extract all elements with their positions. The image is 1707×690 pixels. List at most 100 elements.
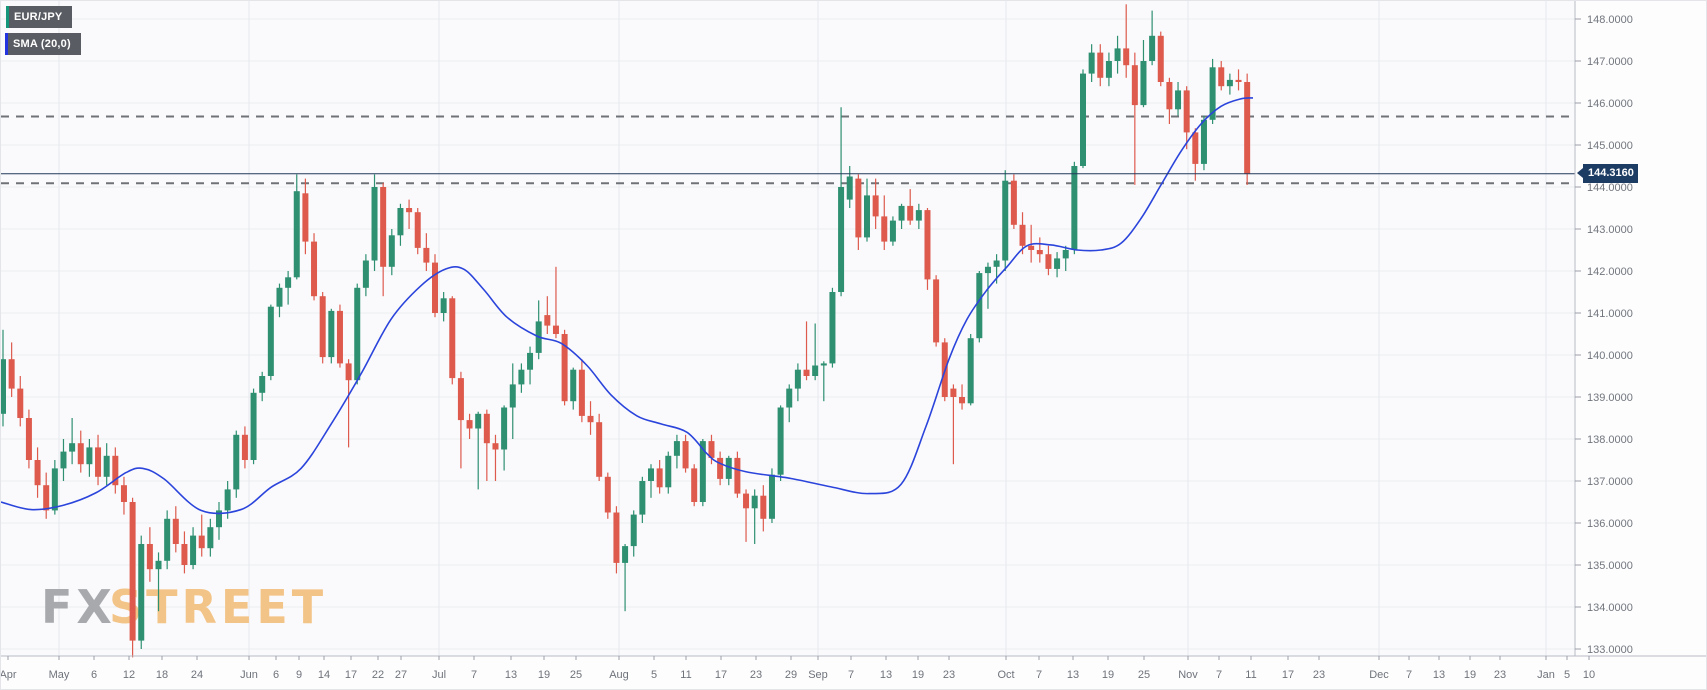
candle	[950, 384, 957, 465]
price-axis-label: 144.0000	[1587, 182, 1633, 194]
time-axis-label: 13	[1067, 669, 1079, 681]
time-axis-label: 5	[1564, 669, 1570, 681]
sma-legend-chip[interactable]: SMA (20,0)	[5, 33, 81, 55]
symbol-legend-label: EUR/JPY	[14, 11, 63, 23]
time-axis-label: 19	[1464, 669, 1476, 681]
time-axis-label: 13	[1433, 669, 1445, 681]
candle	[1088, 44, 1095, 82]
candle	[112, 447, 119, 494]
candle	[527, 346, 534, 385]
candle	[51, 460, 58, 515]
candle	[907, 189, 914, 225]
time-axis-label: Aug	[609, 669, 629, 681]
time-axis[interactable]: Apr May 6 12 18 24 Jun 6 9 14 17 22 27 Jul 7 13 19 25 Aug 5…	[1, 656, 1595, 681]
time-axis-label: 18	[156, 669, 168, 681]
time-axis-label: 9	[296, 669, 302, 681]
time-axis-label: Apr	[1, 669, 17, 681]
candle	[794, 363, 801, 402]
candle	[570, 367, 577, 410]
candle	[1183, 86, 1190, 150]
time-axis-label: Jun	[240, 669, 258, 681]
time-axis-label: 23	[1313, 669, 1325, 681]
candle	[1166, 77, 1173, 124]
candle	[613, 506, 620, 574]
price-axis-label: 139.0000	[1587, 392, 1633, 404]
candle	[336, 304, 343, 368]
candle	[146, 527, 153, 582]
candle	[1045, 245, 1052, 276]
candle	[1071, 161, 1078, 255]
time-axis-label: Oct	[997, 669, 1014, 681]
candle	[639, 476, 646, 523]
time-axis-label: 24	[191, 669, 203, 681]
candle	[181, 531, 188, 574]
candle	[820, 361, 827, 402]
time-axis-label: 22	[372, 669, 384, 681]
candle	[1192, 128, 1199, 181]
candle	[630, 510, 637, 557]
price-axis-label: 140.0000	[1587, 350, 1633, 362]
candle	[561, 329, 568, 406]
candle	[164, 510, 171, 570]
candle	[501, 405, 508, 471]
symbol-legend-color-bar	[6, 6, 9, 28]
time-axis-label: 7	[1406, 669, 1412, 681]
candle	[34, 447, 41, 498]
candle	[319, 292, 326, 364]
candle	[17, 376, 24, 427]
candle	[1140, 40, 1147, 108]
time-axis-label: 6	[91, 669, 97, 681]
candle	[1218, 61, 1225, 91]
candle	[1002, 170, 1009, 271]
current-price-badge: 144.3160	[1577, 163, 1638, 183]
price-axis-label: 137.0000	[1587, 476, 1633, 488]
price-axis[interactable]: 148.0000 147.0000 146.0000 145.0000 144.0000…	[1575, 14, 1633, 656]
candle	[959, 384, 966, 410]
candle	[371, 174, 378, 271]
candle	[1080, 69, 1086, 169]
time-axis-label: 19	[538, 669, 550, 681]
candle	[1175, 82, 1182, 116]
candle	[250, 388, 257, 465]
time-axis-label: 17	[1282, 669, 1294, 681]
watermark-street: STREET	[109, 580, 327, 634]
candle	[855, 174, 862, 250]
candle	[872, 178, 879, 229]
price-axis-label: 138.0000	[1587, 434, 1633, 446]
candle	[829, 287, 836, 368]
candle	[172, 506, 179, 553]
candle	[846, 166, 853, 208]
symbol-legend-chip[interactable]: EUR/JPY	[6, 6, 73, 28]
price-axis-label: 134.0000	[1587, 602, 1633, 614]
time-axis-label: 23	[1494, 669, 1506, 681]
candles-layer	[1, 4, 1251, 658]
candle	[216, 502, 222, 540]
time-axis-label: Nov	[1178, 669, 1198, 681]
time-axis-label: 11	[1245, 669, 1256, 681]
candle	[984, 262, 991, 309]
candle	[1131, 52, 1138, 185]
candle	[328, 308, 335, 364]
candle	[1097, 44, 1104, 87]
candle	[1036, 237, 1043, 263]
sma-20-line[interactable]	[1, 97, 1254, 515]
time-axis-label: 17	[715, 669, 727, 681]
candle	[898, 203, 905, 229]
candle	[725, 455, 732, 486]
candle	[777, 405, 784, 481]
time-axis-label: 11	[680, 669, 691, 681]
candle	[43, 472, 50, 519]
time-axis-label: 23	[750, 669, 762, 681]
candle	[423, 233, 430, 271]
time-axis-label: Sep	[808, 669, 828, 681]
candle	[259, 371, 266, 402]
sma-legend-color-bar	[5, 33, 8, 55]
grid-layer	[1, 1, 1575, 656]
candle	[812, 323, 819, 381]
candle	[1244, 73, 1251, 185]
candle	[717, 451, 724, 486]
time-axis-label: 25	[1138, 669, 1150, 681]
candle	[673, 434, 680, 469]
